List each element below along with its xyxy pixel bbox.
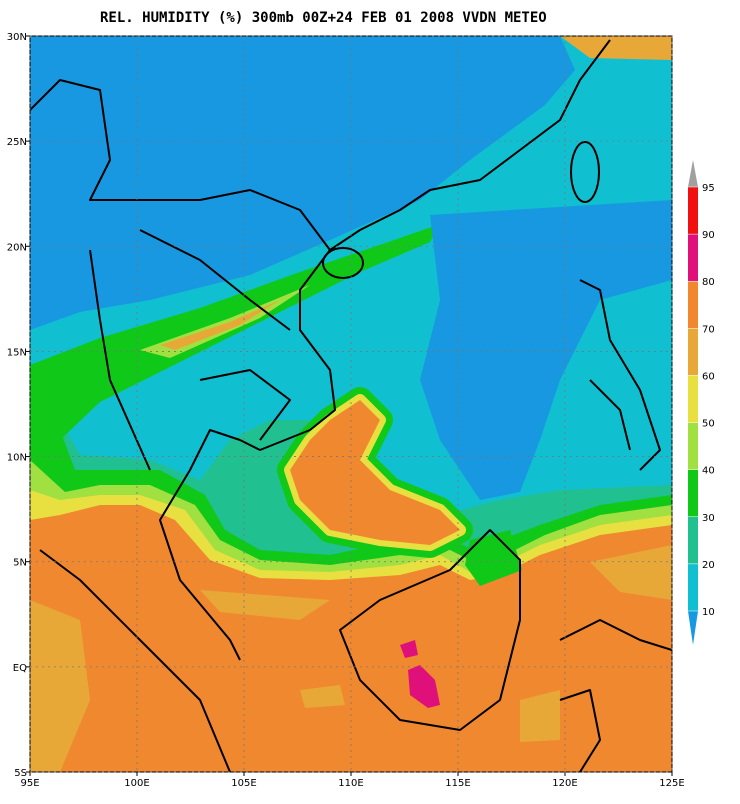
legend-label: 95 xyxy=(702,183,715,194)
legend-swatch xyxy=(688,469,698,517)
lat-tick-label: 25N xyxy=(7,137,27,148)
lat-tick-label: EQ xyxy=(13,663,27,674)
field-band-core xyxy=(160,300,280,350)
legend-swatch xyxy=(688,422,698,470)
field-magenta xyxy=(400,640,440,708)
lat-tick-label: 15N xyxy=(7,347,27,358)
legend-swatch xyxy=(688,234,698,282)
field-light-orange xyxy=(30,545,672,772)
lat-tick-label: 5S xyxy=(14,768,27,779)
legend-top-triangle xyxy=(688,160,698,187)
lat-tick-label: 10N xyxy=(7,453,27,464)
map-title: REL. HUMIDITY (%) 300mb 00Z+24 FEB 01 20… xyxy=(100,10,547,26)
legend-label: 70 xyxy=(702,324,715,335)
lat-tick-label: 5N xyxy=(13,558,27,569)
field-blue-east xyxy=(420,200,672,500)
lat-tick-label: 30N xyxy=(7,32,27,43)
legend-swatch xyxy=(688,281,698,329)
tongue-orange xyxy=(290,400,460,545)
lon-tick-label: 105E xyxy=(231,778,256,789)
legend-bottom-triangle xyxy=(688,611,698,645)
legend-label: 40 xyxy=(702,466,715,477)
field-corner xyxy=(560,36,672,60)
legend-label: 20 xyxy=(702,560,715,571)
legend-label: 60 xyxy=(702,371,715,382)
field-green-pocket xyxy=(465,530,522,586)
legend-label: 10 xyxy=(702,607,715,618)
legend-label: 90 xyxy=(702,230,715,241)
lon-tick-label: 120E xyxy=(552,778,577,789)
lon-tick-label: 95E xyxy=(20,778,39,789)
field-blue-north xyxy=(30,36,575,330)
legend-swatch xyxy=(688,328,698,376)
coastlines xyxy=(30,39,672,772)
legend-swatch xyxy=(688,516,698,564)
lon-tick-label: 125E xyxy=(659,778,684,789)
lon-tick-label: 100E xyxy=(124,778,149,789)
legend-swatch xyxy=(688,563,698,611)
legend-swatch xyxy=(688,375,698,423)
lon-tick-label: 110E xyxy=(338,778,363,789)
lat-tick-label: 20N xyxy=(7,242,27,253)
legend-label: 50 xyxy=(702,419,715,430)
legend-label: 80 xyxy=(702,277,715,288)
legend-swatch xyxy=(688,187,698,235)
legend-label: 30 xyxy=(702,513,715,524)
lon-tick-label: 115E xyxy=(445,778,470,789)
